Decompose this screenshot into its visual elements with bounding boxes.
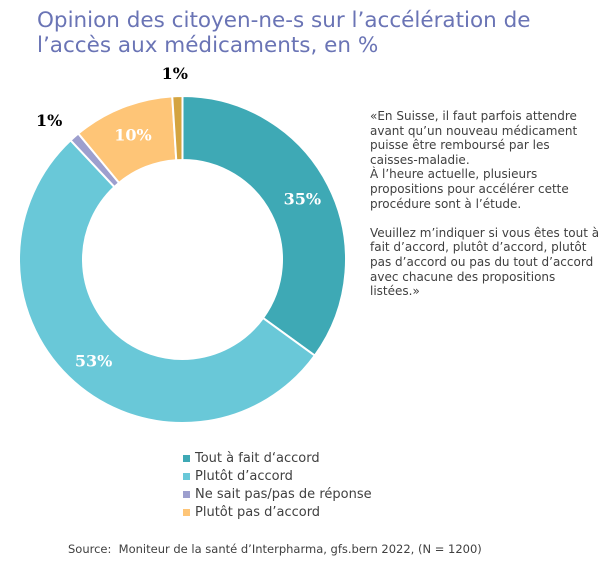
- donut-slice: [18, 138, 317, 424]
- slice-data-label: 1%: [162, 64, 188, 83]
- slice-data-label: 53%: [75, 351, 112, 370]
- donut-slice: [181, 94, 347, 358]
- legend-label: Plutôt d’accord: [195, 468, 293, 484]
- slice-data-label: 35%: [284, 189, 321, 208]
- legend-swatch: [183, 490, 190, 498]
- legend-item: Ne sait pas/pas de réponse: [183, 485, 372, 503]
- legend-item: Plutôt d’accord: [183, 467, 372, 485]
- donut-slices: [18, 94, 347, 424]
- slice-data-label: 1%: [36, 111, 62, 130]
- donut-labels: 35% 53% 1% 10% 1%: [36, 64, 321, 370]
- chart-title: Opinion des citoyen-ne-s sur l’accélérat…: [37, 8, 531, 58]
- survey-question-text: «En Suisse, il faut parfois attendre ava…: [370, 109, 600, 299]
- legend-swatch: [183, 508, 190, 516]
- legend-swatch: [183, 472, 190, 480]
- legend: Tout à fait d‘accord Plutôt d’accord Ne …: [183, 449, 372, 521]
- legend-label: Tout à fait d‘accord: [195, 450, 320, 466]
- donut-slice: [171, 94, 184, 162]
- legend-label: Ne sait pas/pas de réponse: [195, 486, 372, 502]
- source-note: Source: Moniteur de la santé d’Interphar…: [68, 542, 482, 556]
- legend-label: Plutôt pas d’accord: [195, 504, 321, 520]
- slice-data-label: 10%: [114, 125, 151, 144]
- legend-item: Plutôt pas d’accord: [183, 503, 372, 521]
- legend-item: Tout à fait d‘accord: [183, 449, 372, 467]
- legend-swatch: [183, 454, 190, 462]
